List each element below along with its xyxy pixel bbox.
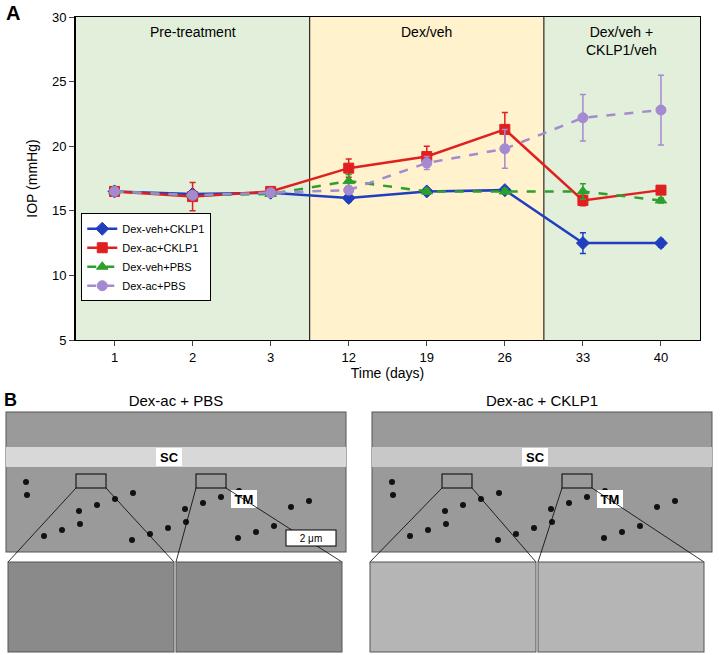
svg-text:40: 40 — [654, 350, 668, 365]
svg-text:Dex-veh+CKLP1: Dex-veh+CKLP1 — [122, 223, 204, 235]
svg-text:33: 33 — [576, 350, 590, 365]
svg-text:TM: TM — [600, 492, 620, 507]
svg-text:Dex-ac+CKLP1: Dex-ac+CKLP1 — [122, 242, 198, 254]
svg-text:25: 25 — [52, 74, 66, 89]
svg-text:B: B — [4, 390, 17, 410]
svg-text:2 μm: 2 μm — [300, 533, 322, 544]
svg-text:Dex/veh +CKLP1/veh: Dex/veh +CKLP1/veh — [586, 24, 657, 58]
svg-text:20: 20 — [52, 139, 66, 154]
html-text:A: A — [6, 2, 21, 24]
svg-text:Dex/veh: Dex/veh — [401, 24, 452, 40]
svg-text:Dex-ac + CKLP1: Dex-ac + CKLP1 — [486, 392, 598, 409]
svg-text:SC: SC — [526, 450, 545, 465]
svg-text:15: 15 — [52, 203, 66, 218]
svg-text:Dex-ac+PBS: Dex-ac+PBS — [122, 280, 185, 292]
svg-text:TM: TM — [234, 492, 254, 507]
svg-text:IOP (mmHg): IOP (mmHg) — [24, 139, 40, 217]
svg-text:3: 3 — [267, 350, 274, 365]
svg-text:10: 10 — [52, 268, 66, 283]
svg-text:Pre-treatment: Pre-treatment — [150, 24, 236, 40]
svg-text:Time (days): Time (days) — [351, 365, 424, 381]
svg-text:Dex-ac + PBS: Dex-ac + PBS — [129, 392, 224, 409]
svg-text:19: 19 — [420, 350, 434, 365]
svg-text:SC: SC — [160, 450, 179, 465]
svg-text:30: 30 — [52, 10, 66, 25]
svg-text:12: 12 — [341, 350, 355, 365]
svg-text:1: 1 — [111, 350, 118, 365]
svg-text:Dex-veh+PBS: Dex-veh+PBS — [122, 261, 191, 273]
svg-text:26: 26 — [498, 350, 512, 365]
svg-text:2: 2 — [189, 350, 196, 365]
svg-text:5: 5 — [59, 333, 66, 348]
